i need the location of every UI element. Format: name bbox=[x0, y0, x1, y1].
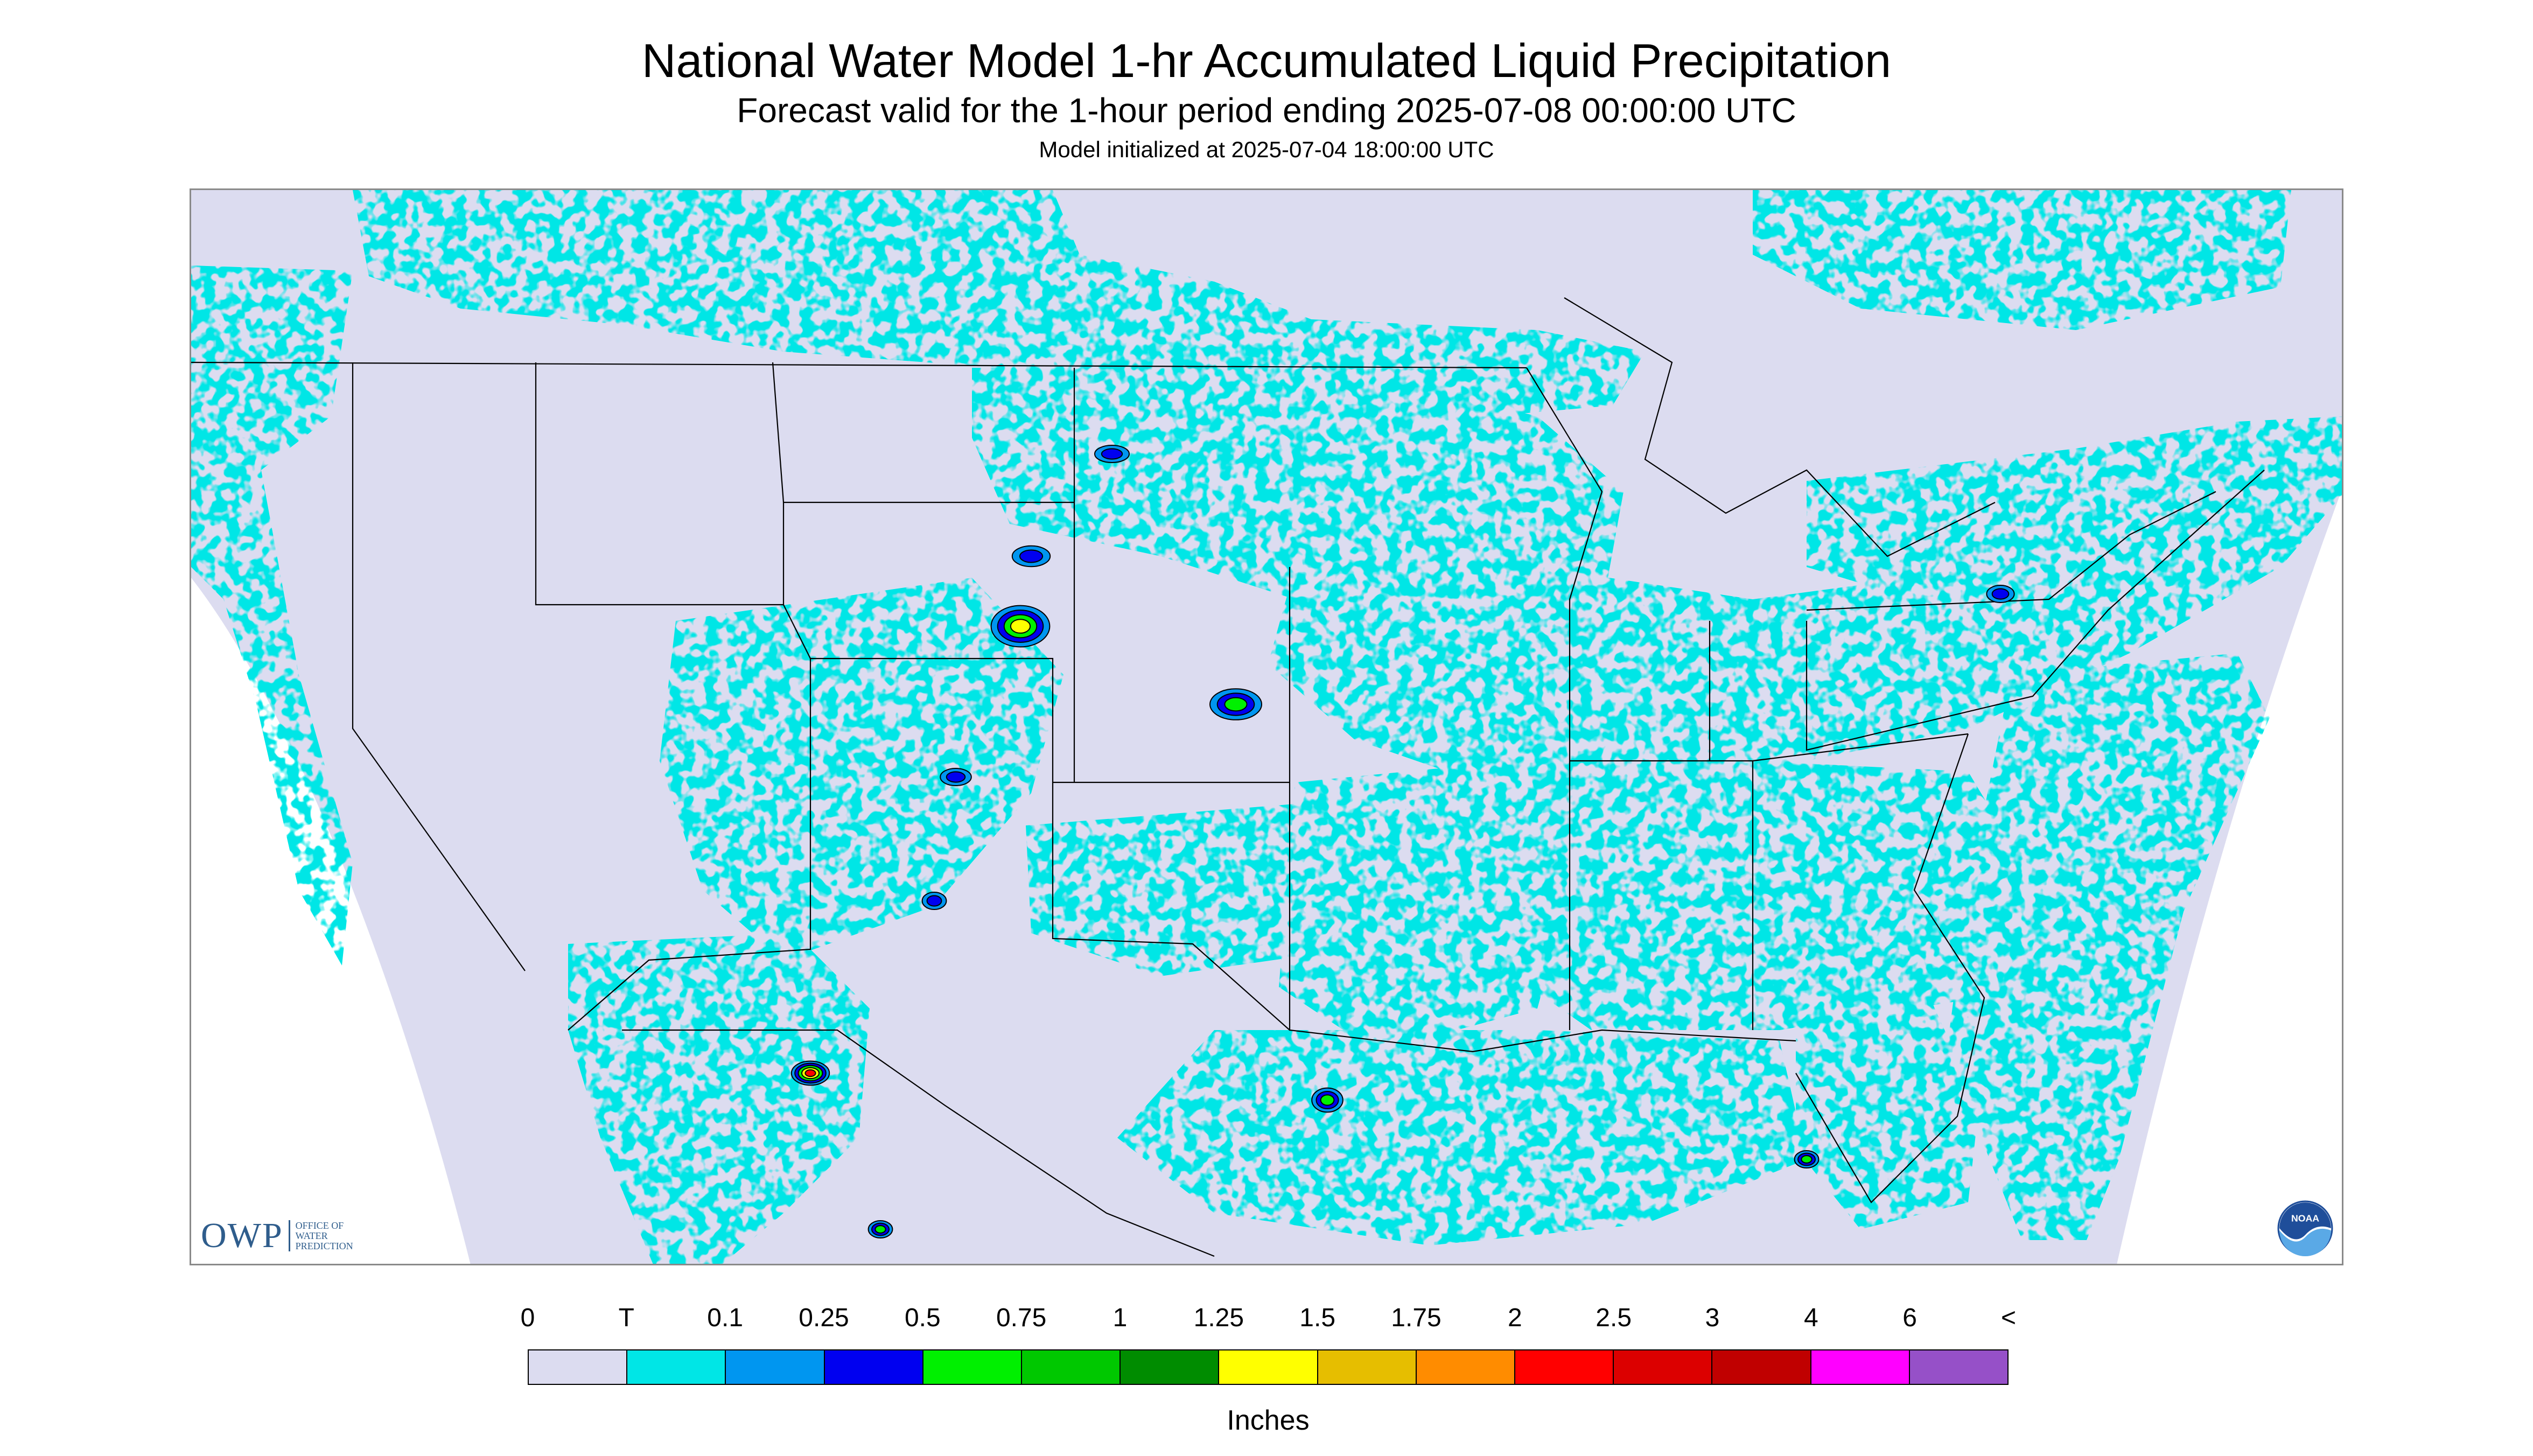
map-canvas bbox=[191, 190, 2342, 1264]
precip-cell-eastern-kansas bbox=[1209, 688, 1262, 720]
southeast-us bbox=[1484, 761, 2033, 1030]
legend-tick-label: 2 bbox=[1507, 1304, 1522, 1332]
cell-contour-moderate bbox=[1991, 588, 2010, 600]
atlantic-offshore bbox=[1947, 653, 2270, 1240]
precip-cell-new-mexico bbox=[921, 892, 947, 910]
legend-swatch bbox=[529, 1350, 628, 1384]
map-subtitle: Forecast valid for the 1-hour period end… bbox=[737, 91, 1796, 130]
cell-contour-heavy bbox=[1801, 1155, 1813, 1164]
owp-mark: OWP bbox=[201, 1216, 283, 1255]
cell-contour-heavy bbox=[1320, 1094, 1335, 1106]
map-title: National Water Model 1-hr Accumulated Li… bbox=[641, 34, 1892, 87]
precip-cell-nebraska-sandhills bbox=[990, 605, 1051, 648]
legend-colorbar bbox=[528, 1349, 2009, 1385]
upper-midwest-great-lakes bbox=[1268, 417, 2342, 793]
pacific-northwest-coast bbox=[191, 265, 353, 965]
legend-swatch bbox=[1416, 1350, 1516, 1384]
legend-tick-label: < bbox=[2000, 1304, 2017, 1332]
legend-units: Inches bbox=[1227, 1405, 1310, 1436]
legend-swatch bbox=[1811, 1350, 1910, 1384]
arizona-sonora bbox=[568, 933, 870, 1264]
cell-contour-moderate bbox=[1019, 549, 1044, 563]
legend-swatch bbox=[1022, 1350, 1121, 1384]
precip-cell-north-dakota bbox=[1094, 445, 1130, 463]
legend-tick-label: 1.5 bbox=[1299, 1304, 1336, 1332]
canadian-east bbox=[1753, 190, 2291, 330]
legend-swatch bbox=[923, 1350, 1023, 1384]
north-dakota-minnesota bbox=[972, 368, 1624, 632]
legend-tick-label: 0 bbox=[520, 1304, 535, 1332]
legend-swatch bbox=[1121, 1350, 1220, 1384]
legend-swatch bbox=[824, 1350, 923, 1384]
precip-cell-sinaloa bbox=[867, 1220, 893, 1238]
legend-swatch bbox=[1614, 1350, 1713, 1384]
precip-cell-south-dakota bbox=[1011, 545, 1051, 568]
lower-mississippi bbox=[1279, 761, 1570, 1052]
legend-swatch bbox=[1515, 1350, 1614, 1384]
legend-tick-label: 1 bbox=[1112, 1304, 1128, 1332]
cell-contour-moderate bbox=[946, 771, 966, 783]
legend-swatch bbox=[726, 1350, 825, 1384]
legend-tick-label: 1.75 bbox=[1391, 1304, 1442, 1332]
noaa-logo: NOAA bbox=[2277, 1200, 2333, 1256]
cell-contour-moderate bbox=[1101, 448, 1123, 460]
owp-logo: OWP Office of Water Prediction bbox=[201, 1215, 353, 1256]
precip-cell-louisiana bbox=[1311, 1087, 1344, 1113]
florida bbox=[1796, 987, 1979, 1229]
precip-cell-sonora bbox=[790, 1060, 830, 1086]
owp-wordmark: Office of Water Prediction bbox=[295, 1220, 353, 1251]
legend-tick-label: 0.1 bbox=[707, 1304, 744, 1332]
colorado-new-mexico bbox=[660, 578, 1063, 960]
northeast-us bbox=[1807, 416, 2342, 599]
legend-tick-label: 0.5 bbox=[904, 1304, 941, 1332]
cell-contour-moderate bbox=[926, 895, 942, 907]
color-legend: 0 T 0.1 0.25 0.5 0.75 1 1.25 1.5 1.75 2 2.5 3 4 6 < Inc… bbox=[521, 1303, 2016, 1438]
legend-tick-label: 0.25 bbox=[799, 1304, 849, 1332]
svg-text:NOAA: NOAA bbox=[2291, 1213, 2319, 1224]
cell-contour-heavy bbox=[874, 1225, 886, 1234]
legend-tick-label: 6 bbox=[1902, 1304, 1918, 1332]
legend-tick-label: 1.25 bbox=[1193, 1304, 1244, 1332]
legend-tick-label: T bbox=[618, 1304, 634, 1332]
legend-tick-label: 2.5 bbox=[1596, 1304, 1632, 1332]
legend-swatch bbox=[1909, 1350, 2008, 1384]
model-init-line: Model initialized at 2025-07-04 18:00:00… bbox=[1039, 137, 1494, 162]
precip-cell-new-york bbox=[1986, 585, 2015, 603]
legend-swatch bbox=[1318, 1350, 1417, 1384]
precip-cell-south-florida bbox=[1794, 1150, 1820, 1168]
light-precipitation-field bbox=[191, 190, 2342, 1264]
legend-swatch bbox=[627, 1350, 726, 1384]
legend-tick-label: 0.75 bbox=[996, 1304, 1047, 1332]
legend-tick-label: 3 bbox=[1705, 1304, 1720, 1332]
cell-contour-very_heavy bbox=[1010, 619, 1031, 634]
legend-tick-label: 4 bbox=[1803, 1304, 1818, 1332]
precipitation-map: OWP Office of Water Prediction NOAA bbox=[190, 188, 2343, 1265]
political-borders bbox=[191, 297, 2265, 1257]
cell-contour-extreme bbox=[804, 1069, 816, 1077]
precip-cell-southern-colorado bbox=[940, 768, 972, 786]
gulf-of-mexico bbox=[1117, 1030, 1807, 1245]
legend-swatch bbox=[1712, 1350, 1811, 1384]
southern-canada-prairies bbox=[353, 190, 1645, 422]
cell-contour-heavy bbox=[1224, 697, 1248, 712]
heavy-precipitation-cells bbox=[790, 445, 2015, 1238]
legend-swatch bbox=[1219, 1350, 1318, 1384]
texas-oklahoma bbox=[1026, 804, 1349, 976]
